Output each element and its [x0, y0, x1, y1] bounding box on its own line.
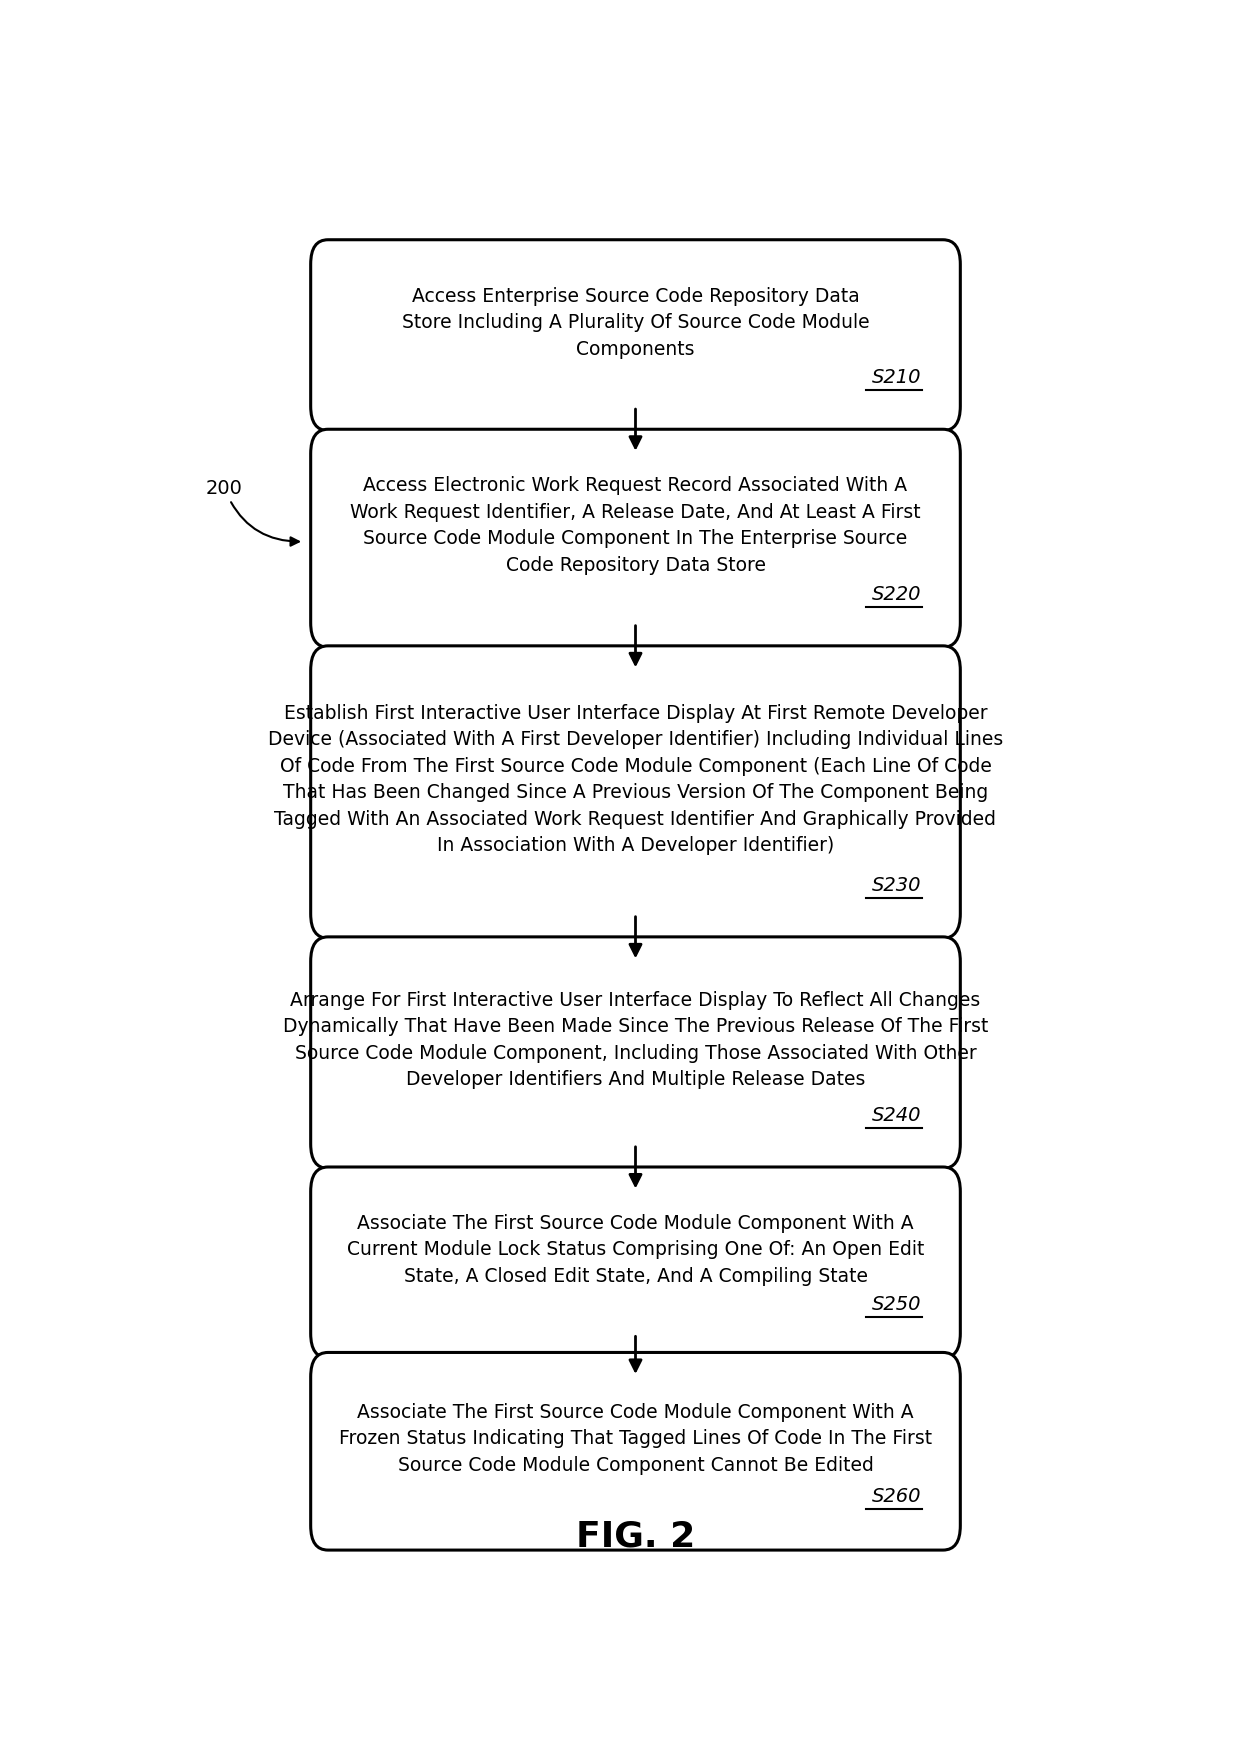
FancyBboxPatch shape: [311, 1353, 960, 1550]
Text: S240: S240: [873, 1105, 921, 1124]
Text: Associate The First Source Code Module Component With A
Current Module Lock Stat: Associate The First Source Code Module C…: [347, 1212, 924, 1284]
FancyBboxPatch shape: [311, 430, 960, 648]
Text: S260: S260: [873, 1486, 921, 1506]
Text: 200: 200: [206, 478, 299, 546]
Text: S220: S220: [873, 583, 921, 603]
Text: S230: S230: [873, 875, 921, 894]
FancyBboxPatch shape: [311, 241, 960, 432]
Text: Access Electronic Work Request Record Associated With A
Work Request Identifier,: Access Electronic Work Request Record As…: [350, 476, 921, 575]
FancyBboxPatch shape: [311, 1167, 960, 1358]
Text: Arrange For First Interactive User Interface Display To Reflect All Changes
Dyna: Arrange For First Interactive User Inter…: [283, 991, 988, 1089]
Text: Access Enterprise Source Code Repository Data
Store Including A Plurality Of Sou: Access Enterprise Source Code Repository…: [402, 286, 869, 358]
Text: Establish First Interactive User Interface Display At First Remote Developer
Dev: Establish First Interactive User Interfa…: [268, 703, 1003, 854]
Text: Associate The First Source Code Module Component With A
Frozen Status Indicating: Associate The First Source Code Module C…: [339, 1402, 932, 1474]
Text: S210: S210: [873, 367, 921, 387]
FancyBboxPatch shape: [311, 647, 960, 938]
FancyBboxPatch shape: [311, 936, 960, 1168]
Text: FIG. 2: FIG. 2: [575, 1518, 696, 1553]
Text: S250: S250: [873, 1295, 921, 1314]
